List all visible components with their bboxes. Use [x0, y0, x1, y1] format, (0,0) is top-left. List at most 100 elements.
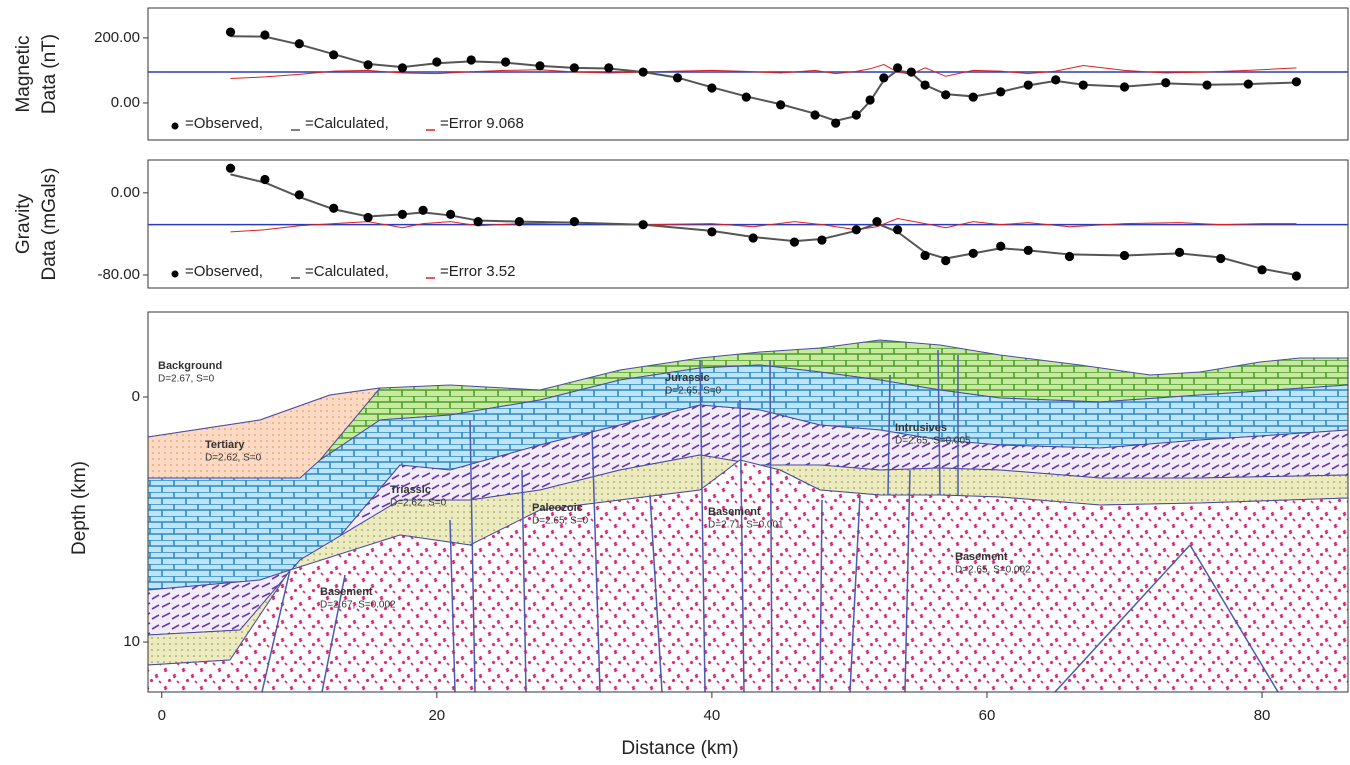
- observed-point: [397, 63, 408, 73]
- observed-point: [1119, 82, 1130, 92]
- unit-properties: D=2.65, S=0: [665, 386, 722, 397]
- legend-label: =Calculated,: [305, 263, 389, 280]
- legend-label: =Calculated,: [305, 115, 389, 132]
- unit-name: Background: [158, 360, 222, 372]
- x-tick-label: 80: [1254, 707, 1271, 724]
- geologic-body: [148, 459, 1348, 692]
- observed-point: [363, 60, 373, 70]
- fault-line: [649, 494, 663, 692]
- fault-line: [591, 429, 601, 692]
- unit-name: Basement: [708, 506, 761, 518]
- unit-properties: D=2.62, S=0: [205, 453, 262, 464]
- observed-point: [569, 63, 579, 73]
- observed-point: [865, 95, 875, 105]
- observed-point: [445, 209, 456, 220]
- plot-frame: [147, 7, 1349, 141]
- unit-properties: D=2.65, S=0: [532, 516, 589, 527]
- fault-line: [937, 349, 941, 496]
- observed-point: [329, 203, 339, 213]
- fault-line: [1189, 544, 1279, 692]
- unit-properties: D=2.71, S=0.001: [708, 520, 784, 531]
- legend-label: =Observed,: [185, 263, 263, 280]
- observed-point: [748, 233, 758, 243]
- calculated-line: [230, 35, 1297, 122]
- observed-point: [996, 87, 1006, 97]
- legend-marker: [171, 122, 179, 130]
- observed-point: [968, 248, 978, 259]
- unit-name: Intrusives: [895, 422, 947, 434]
- fault-line: [819, 499, 823, 692]
- fault-line: [449, 519, 456, 692]
- y-axis-label: Depth (km): [69, 461, 90, 555]
- y-axis-label: Magnetic: [13, 35, 34, 112]
- fault-line: [699, 359, 706, 692]
- legend-label: =Error 9.068: [440, 115, 524, 132]
- observed-point: [810, 110, 820, 120]
- observed-point: [892, 63, 903, 73]
- unit-name: Tertiary: [205, 439, 245, 451]
- unit-properties: D=2.62, S=0: [390, 498, 447, 509]
- observed-point: [1078, 80, 1088, 90]
- x-tick-label: 20: [428, 707, 445, 724]
- x-tick-label: 60: [979, 707, 996, 724]
- observed-point: [1216, 253, 1226, 264]
- fault-line: [904, 469, 911, 692]
- observed-point: [672, 73, 683, 83]
- unit-properties: D=2.67, S=0: [158, 374, 215, 385]
- observed-point: [604, 63, 614, 73]
- y-axis-label: Gravity: [13, 193, 34, 254]
- observed-point: [879, 73, 889, 83]
- unit-name: Basement: [320, 586, 373, 598]
- observed-point: [569, 216, 579, 227]
- observed-point: [514, 216, 524, 227]
- observed-point: [941, 255, 951, 266]
- observed-point: [707, 227, 717, 237]
- observed-point: [535, 61, 545, 71]
- unit-properties: D=2.65, S=0.002: [955, 565, 1031, 576]
- unit-name: Basement: [955, 551, 1008, 563]
- x-tick-label: 40: [704, 707, 721, 724]
- observed-point: [1202, 80, 1212, 90]
- observed-point: [466, 55, 476, 65]
- fault-line: [521, 469, 527, 692]
- plot-frame: [147, 311, 1349, 693]
- observed-point: [1257, 265, 1267, 275]
- unit-name: Paleozoic: [532, 502, 583, 514]
- legend-label: =Observed,: [185, 115, 263, 132]
- x-tick-label: 0: [158, 707, 166, 724]
- observed-point: [225, 163, 236, 173]
- cross-section-bodies: [148, 339, 1348, 692]
- observed-point: [294, 190, 304, 200]
- observed-point: [500, 57, 511, 67]
- unit-name: Jurassic: [665, 372, 710, 384]
- y-axis-label: Data (nT): [39, 34, 60, 114]
- y-tick-label: 200.00: [94, 29, 140, 46]
- observed-point: [817, 235, 827, 245]
- y-tick-label: 0: [132, 388, 140, 405]
- observed-point: [1064, 251, 1075, 262]
- observed-point: [363, 212, 373, 223]
- y-tick-label: 0.00: [111, 94, 140, 111]
- unit-properties: D=2.65, S=0.005: [895, 436, 971, 447]
- y-tick-label: 0.00: [111, 184, 140, 201]
- fault-line: [887, 374, 891, 496]
- observed-point: [1023, 245, 1033, 255]
- observed-point: [1051, 75, 1061, 85]
- fault-line: [849, 494, 861, 692]
- observed-point: [1023, 80, 1033, 90]
- observed-point: [638, 220, 648, 230]
- fault-line: [769, 359, 773, 692]
- observed-point: [707, 83, 717, 93]
- observed-point: [1174, 247, 1185, 257]
- observed-point: [638, 67, 648, 77]
- observed-point: [851, 225, 861, 235]
- observed-point: [418, 205, 428, 215]
- observed-point: [831, 118, 841, 128]
- observed-point: [872, 216, 882, 227]
- observed-point: [260, 174, 270, 185]
- y-tick-label: -80.00: [97, 266, 140, 283]
- observed-point: [941, 90, 951, 100]
- legend-label: =Error 3.52: [440, 263, 515, 280]
- x-axis-label: Distance (km): [621, 738, 738, 759]
- observed-point: [432, 57, 442, 67]
